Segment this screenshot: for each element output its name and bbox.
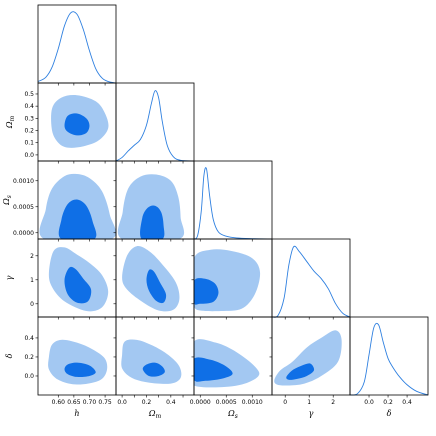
- x-tick-label-h: 0.60: [52, 399, 66, 406]
- contour-95-region: [121, 339, 182, 384]
- x-tick-label-gamma: 1: [307, 399, 311, 406]
- x-tick-label-delta: 0.0: [364, 399, 374, 406]
- marginal-curve-om: [115, 90, 195, 162]
- contour-68-region: [140, 205, 165, 239]
- y-tick-label-os: 0.0010: [13, 178, 34, 185]
- x-tick-label-om: 0.4: [166, 399, 176, 406]
- contour-panel-h-os: [39, 173, 116, 239]
- marginal-curve-h: [37, 11, 117, 84]
- y-tick-label-os: 0.0000: [13, 230, 34, 237]
- y-tick-label-delta: 0.2: [24, 354, 34, 361]
- y-axis-label-om: Ωm: [5, 116, 16, 130]
- x-tick-label-h: 0.75: [98, 399, 112, 406]
- contour-panel-om-delta: [121, 339, 182, 384]
- contour-panel-om-gamma: [122, 246, 180, 312]
- y-axis-label-subscript: m: [9, 116, 16, 122]
- y-tick-label-om: 0.5: [24, 91, 34, 98]
- contour-panel-os-gamma: [194, 249, 261, 312]
- marginal-curve-delta: [349, 322, 429, 396]
- panel-frame-gamma-gamma: [271, 238, 351, 318]
- y-tick-label-gamma: 1: [30, 277, 34, 284]
- x-axis-label-subscript: m: [155, 413, 161, 420]
- contour-panel-h-delta: [48, 339, 108, 385]
- contour-panel-gamma-delta: [274, 330, 342, 386]
- contour-68-region: [64, 113, 90, 136]
- x-tick-label-delta: 0.2: [383, 399, 393, 406]
- x-tick-label-gamma: 2: [331, 399, 335, 406]
- y-tick-label-om: 0.0: [24, 152, 34, 159]
- x-axis-label-gamma: γ: [309, 409, 314, 418]
- x-axis-label-os: Ωs: [227, 409, 238, 420]
- x-tick-label-os: 0.0000: [190, 399, 211, 406]
- x-tick-label-om: 0.0: [117, 399, 127, 406]
- y-tick-label-om: 0.1: [24, 140, 34, 147]
- contour-68-region: [286, 363, 315, 380]
- contour-panel-om-os: [117, 174, 185, 239]
- contour-68-region: [58, 199, 97, 239]
- contour-68-region: [64, 362, 96, 378]
- y-tick-label-os: 0.0005: [13, 204, 34, 211]
- contour-68-region: [142, 362, 165, 377]
- x-tick-label-delta: 0.4: [402, 399, 412, 406]
- x-tick-label-os: 0.0010: [242, 399, 263, 406]
- x-tick-label-os: 0.0005: [216, 399, 237, 406]
- y-axis-label-subscript: s: [6, 195, 13, 198]
- y-axis-label-delta: δ: [5, 353, 14, 358]
- marginal-curve-gamma: [271, 245, 351, 318]
- y-tick-label-gamma: 0: [30, 301, 34, 308]
- y-tick-label-om: 0.2: [24, 128, 34, 135]
- x-tick-label-h: 0.65: [67, 399, 81, 406]
- panel-frame-om-om: [115, 82, 195, 162]
- x-axis-label-om: Ωm: [148, 409, 162, 420]
- x-tick-label-h: 0.70: [83, 399, 97, 406]
- x-axis-label-subscript: s: [235, 413, 238, 420]
- panel-frame-os-os: [193, 160, 273, 240]
- y-tick-label-om: 0.3: [24, 115, 34, 122]
- y-tick-label-gamma: 2: [30, 253, 34, 260]
- marginal-curve-os: [193, 167, 273, 240]
- y-tick-label-om: 0.4: [24, 103, 34, 110]
- contour-95-region: [274, 330, 342, 386]
- x-axis-label-delta: δ: [387, 409, 392, 418]
- contour-panel-os-delta: [194, 339, 260, 388]
- x-tick-label-gamma: 0: [283, 399, 287, 406]
- contour-68-region: [64, 266, 92, 304]
- y-axis-label-gamma: γ: [5, 275, 14, 280]
- x-tick-label-om: 0.2: [142, 399, 152, 406]
- panel-frame-delta-delta: [349, 316, 429, 396]
- y-axis-label-os: Ωs: [2, 195, 13, 206]
- contour-95-region: [48, 339, 108, 385]
- y-tick-label-delta: 0.4: [24, 335, 34, 342]
- contour-panel-h-gamma: [48, 247, 109, 312]
- y-tick-label-delta: 0.0: [24, 373, 34, 380]
- contour-68-region: [194, 357, 233, 382]
- contour-panel-h-om: [51, 94, 109, 148]
- contour-68-region: [194, 278, 219, 305]
- contour-68-region: [146, 269, 167, 304]
- x-axis-label-h: h: [74, 409, 79, 418]
